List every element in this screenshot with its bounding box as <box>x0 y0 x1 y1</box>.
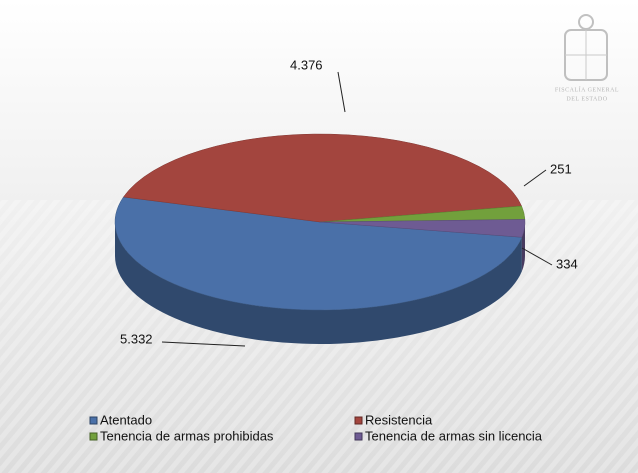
slice <box>114 196 523 311</box>
logo-text: DEL ESTADO <box>566 96 607 102</box>
data-label: 4.376 <box>290 57 323 72</box>
logo-text: FISCALÍA GENERAL <box>555 85 619 93</box>
legend-swatch <box>89 416 98 425</box>
leader-line <box>337 71 346 113</box>
logo: FISCALÍA GENERAL DEL ESTADO <box>555 14 619 102</box>
data-label: 334 <box>556 256 578 271</box>
legend-swatch <box>89 432 98 441</box>
legend-label: Resistencia <box>365 412 433 427</box>
legend-swatch <box>354 432 363 441</box>
slice-side <box>521 222 525 272</box>
legend-swatch <box>354 416 363 425</box>
slice-side <box>115 222 522 344</box>
leader-line <box>523 169 547 187</box>
slice <box>122 133 522 223</box>
legend-label: Atentado <box>100 412 152 427</box>
data-label: 5.332 <box>120 331 153 346</box>
slice <box>319 219 526 238</box>
leader-line <box>161 341 246 347</box>
data-label: 251 <box>550 161 572 176</box>
leader-line <box>521 247 553 266</box>
legend-label: Tenencia de armas sin licencia <box>365 428 543 443</box>
legend-label: Tenencia de armas prohibidas <box>100 428 274 443</box>
